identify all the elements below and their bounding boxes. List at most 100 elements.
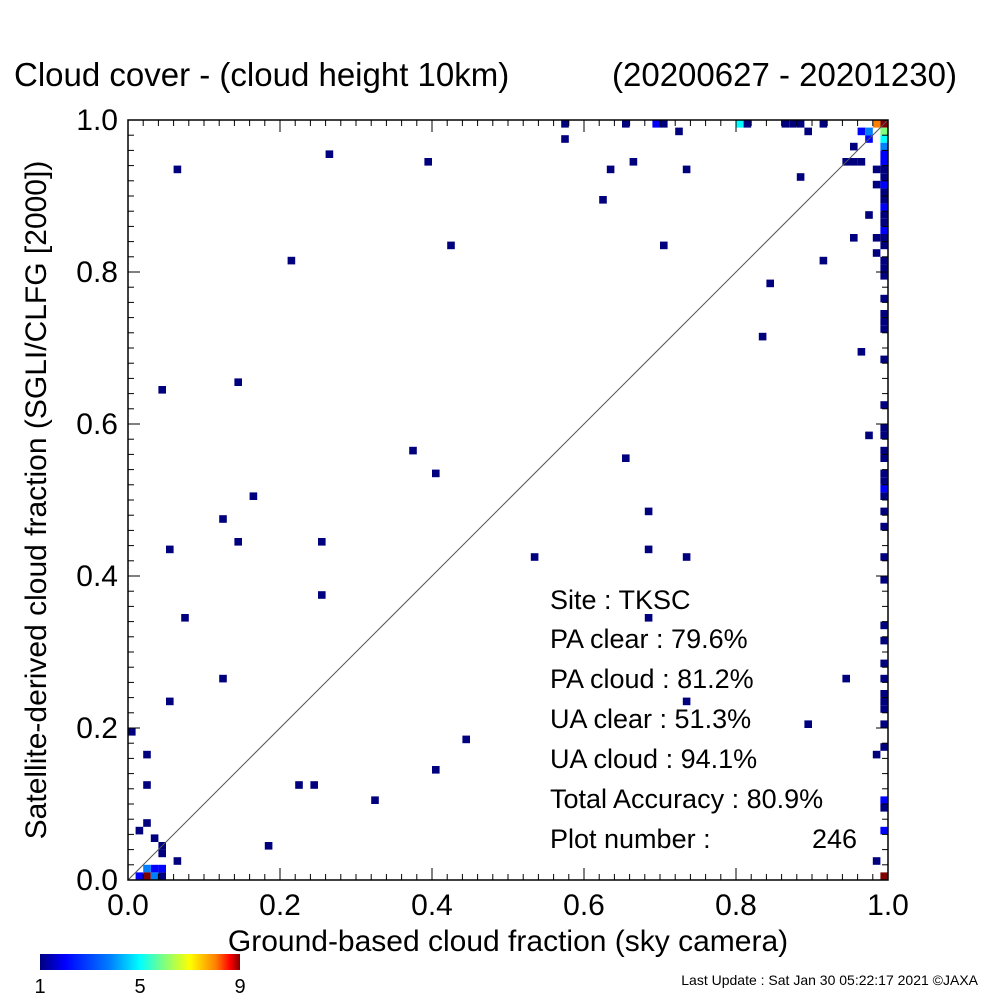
heatmap-cell — [857, 348, 866, 356]
stats-ua-clear: UA clear : 51.3% — [550, 704, 751, 734]
heatmap-cell — [219, 674, 227, 683]
heatmap-cell — [850, 142, 858, 151]
heatmap-cell — [880, 310, 888, 318]
heatmap-cell — [758, 332, 767, 341]
heatmap-cell — [234, 378, 242, 386]
heatmap-cell — [682, 697, 691, 706]
heatmap-cell — [143, 781, 151, 789]
heatmap-cell — [880, 180, 888, 189]
heatmap-cell — [872, 857, 881, 865]
heatmap-cell — [880, 492, 888, 500]
heatmap-cell — [880, 804, 888, 812]
heatmap-cell — [629, 158, 638, 166]
stats-block: Site : TKSC PA clear : 79.6% PA cloud : … — [550, 585, 857, 854]
x-tick-label: 1.0 — [867, 889, 909, 922]
heatmap-cell — [150, 872, 159, 880]
heatmap-cell — [660, 241, 668, 250]
heatmap-cell — [880, 234, 888, 242]
heatmap-cell — [173, 857, 182, 865]
heatmap-cell — [872, 180, 881, 189]
stats-total-accuracy: Total Accuracy : 80.9% — [550, 784, 823, 814]
heatmap-cell — [143, 872, 151, 880]
heatmap-cell — [158, 849, 166, 858]
heatmap-cell — [530, 553, 539, 561]
heatmap-cell — [622, 120, 630, 128]
stats-site: Site : TKSC — [550, 585, 691, 615]
chart-title: Cloud cover - (cloud height 10km) — [14, 56, 509, 93]
heatmap-cell — [880, 264, 888, 272]
x-tick-label: 0.6 — [563, 889, 605, 922]
heatmap-cell — [857, 158, 866, 166]
heatmap-cell — [880, 241, 888, 250]
heatmap-cell — [880, 165, 888, 174]
heatmap-cell — [287, 256, 296, 265]
colorbar-labels: 1 5 9 — [34, 976, 245, 998]
y-tick-label: 0.8 — [76, 256, 118, 289]
y-axis-label: Satellite-derived cloud fraction (SGLI/C… — [20, 161, 53, 840]
heatmap-cell — [660, 120, 668, 128]
heatmap-cell — [622, 454, 630, 462]
last-update-footer: Last Update : Sat Jan 30 05:22:17 2021 ©… — [681, 972, 978, 988]
heatmap-cell — [880, 576, 888, 584]
x-tick-label: 0.4 — [411, 889, 453, 922]
heatmap-cell — [432, 469, 440, 478]
heatmap-cell — [644, 507, 653, 516]
heatmap-cell — [158, 864, 166, 873]
heatmap-cell — [675, 127, 683, 136]
colorbar-tick-label: 1 — [34, 976, 45, 998]
heatmap-cell — [880, 796, 888, 804]
heatmap-cell — [796, 173, 805, 181]
heatmap-cell — [880, 317, 888, 326]
heatmap-cell — [219, 515, 227, 523]
y-tick-label: 0.4 — [76, 560, 118, 593]
heatmap-cell — [561, 120, 569, 128]
heatmap-cell — [644, 614, 653, 622]
heatmap-cell — [880, 218, 888, 227]
heatmap-cell — [150, 864, 159, 873]
heatmap-cell — [371, 796, 379, 804]
heatmap-cell — [804, 127, 812, 136]
heatmap-cell — [166, 545, 174, 554]
heatmap-cell — [880, 256, 888, 265]
stats-pa-cloud: PA cloud : 81.2% — [550, 664, 754, 694]
heatmap-cell — [880, 507, 888, 516]
heatmap-cell — [325, 150, 334, 158]
heatmap-cell — [318, 538, 326, 546]
heatmap-cell — [880, 484, 888, 493]
x-tick-label: 0.8 — [715, 889, 757, 922]
heatmap-cell — [880, 674, 888, 683]
heatmap-cell — [743, 120, 752, 128]
x-axis-label: Ground-based cloud fraction (sky camera) — [228, 925, 788, 958]
heatmap-cells — [128, 120, 888, 880]
stats-plot-number-value: 246 — [812, 824, 857, 854]
heatmap-cell — [865, 431, 873, 440]
heatmap-cell — [880, 553, 888, 561]
y-tick-label: 0.2 — [76, 712, 118, 745]
heatmap-cell — [819, 120, 828, 128]
heatmap-cell — [447, 241, 455, 250]
heatmap-cell — [736, 120, 744, 128]
heatmap-cell — [880, 226, 888, 234]
heatmap-cell — [880, 469, 888, 478]
heatmap-cell — [128, 728, 136, 736]
heatmap-cell — [880, 826, 888, 835]
colorbar — [40, 954, 240, 970]
heatmap-cell — [462, 735, 470, 744]
y-tick-label: 1.0 — [76, 104, 118, 137]
heatmap-cell — [880, 522, 888, 531]
heatmap-cell — [135, 826, 144, 835]
heatmap-cell — [295, 781, 303, 789]
heatmap-cell — [158, 386, 166, 394]
heatmap-cell — [143, 819, 151, 827]
heatmap-cell — [880, 697, 888, 706]
axis-ticks — [127, 119, 889, 881]
heatmap-cell — [880, 188, 888, 196]
heatmap-cell — [652, 120, 660, 128]
heatmap-cell — [789, 120, 797, 128]
heatmap-cell — [880, 158, 888, 166]
heatmap-cell — [409, 446, 417, 455]
y-tick-label: 0.0 — [76, 864, 118, 897]
heatmap-cell — [865, 127, 873, 136]
heatmap-cell — [135, 872, 144, 880]
x-tick-label: 0.0 — [107, 889, 149, 922]
